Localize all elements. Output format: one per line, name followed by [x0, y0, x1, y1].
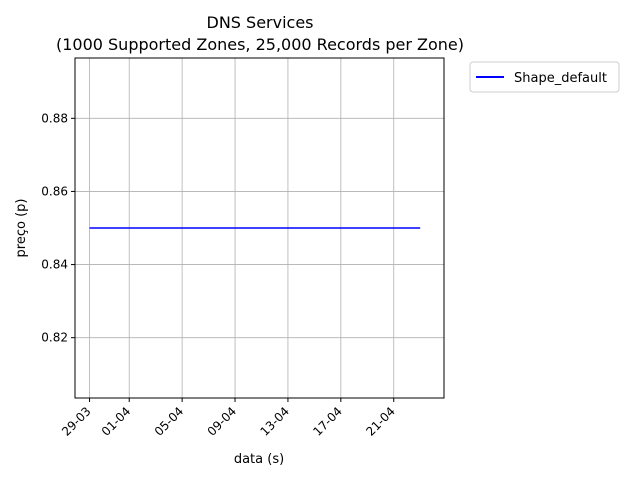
y-tick-label: 0.88	[41, 111, 68, 125]
y-axis: 0.82 0.84 0.86 0.88	[41, 111, 75, 345]
chart-title: DNS Services	[207, 13, 314, 32]
x-tick-label: 29-03	[59, 404, 94, 439]
x-tick-label: 17-04	[310, 404, 345, 439]
x-tick-label: 01-04	[99, 404, 134, 439]
legend-label: Shape_default	[514, 71, 607, 86]
y-tick-label: 0.84	[41, 258, 68, 272]
y-tick-label: 0.86	[41, 184, 68, 198]
y-tick-label: 0.82	[41, 331, 68, 345]
plot-area	[74, 57, 445, 399]
y-axis-label: preço (p)	[14, 199, 29, 258]
x-tick-label: 21-04	[363, 404, 398, 439]
chart-subtitle: (1000 Supported Zones, 25,000 Records pe…	[56, 35, 464, 54]
legend: Shape_default	[469, 61, 620, 93]
x-tick-label: 05-04	[152, 404, 187, 439]
legend-box	[469, 61, 620, 93]
x-axis: 29-03 01-04 05-04 09-04 13-04 17-04 21-04	[59, 398, 398, 439]
x-tick-label: 13-04	[257, 404, 292, 439]
x-axis-label: data (s)	[234, 452, 284, 467]
x-tick-label: 09-04	[205, 404, 240, 439]
